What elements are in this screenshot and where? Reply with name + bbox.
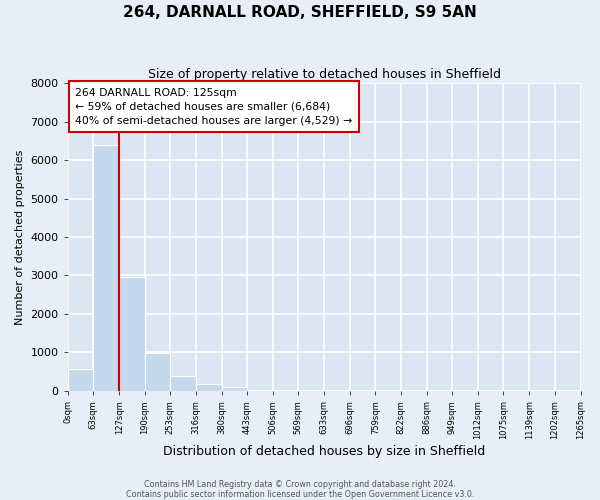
Bar (119, 278, 145, 391)
Title: Size of property relative to detached houses in Sheffield: Size of property relative to detached ho… (148, 68, 500, 80)
Text: 264 DARNALL ROAD: 125sqm
← 59% of detached houses are smaller (6,684)
40% of sem: 264 DARNALL ROAD: 125sqm ← 59% of detach… (76, 88, 353, 126)
Bar (196, 384, 222, 391)
Text: 264, DARNALL ROAD, SHEFFIELD, S9 5AN: 264, DARNALL ROAD, SHEFFIELD, S9 5AN (123, 5, 477, 20)
Bar (145, 353, 170, 391)
Text: Contains HM Land Registry data © Crown copyright and database right 2024.
Contai: Contains HM Land Registry data © Crown c… (126, 480, 474, 499)
Y-axis label: Number of detached properties: Number of detached properties (15, 150, 25, 324)
Bar (93, 144, 119, 391)
Bar (68, 370, 93, 391)
X-axis label: Distribution of detached houses by size in Sheffield: Distribution of detached houses by size … (163, 444, 485, 458)
Bar (222, 388, 247, 391)
Bar (170, 376, 196, 391)
